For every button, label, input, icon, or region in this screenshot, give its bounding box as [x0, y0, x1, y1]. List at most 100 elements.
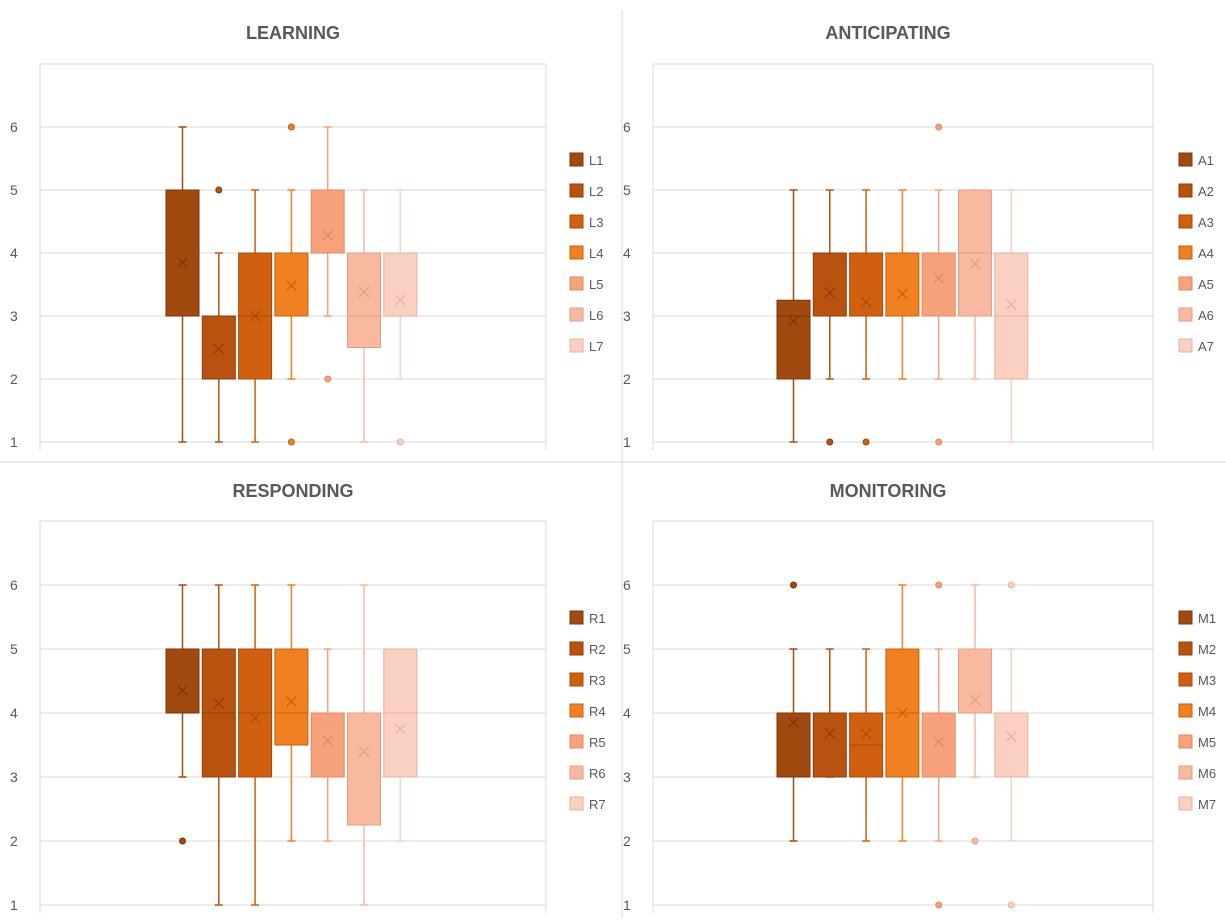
- legend-swatch: [569, 338, 584, 353]
- legend-label: A4: [1198, 246, 1214, 261]
- box-iqr: [310, 712, 345, 778]
- outlier-point: [287, 438, 295, 446]
- panel-learning: LEARNING 1 2 3 4 5 6 L1 L2 L3 L4 L5 L6 L7: [10, 23, 603, 450]
- box-M4: [885, 584, 920, 842]
- box-iqr: [812, 712, 847, 778]
- outlier-point: [1007, 901, 1015, 909]
- panel-monitoring: MONITORING 1 2 3 4 5 6 M1 M2 M3 M4 M5 M6 M7: [623, 481, 1216, 913]
- legend-swatch: [569, 734, 584, 749]
- legend-swatch: [1178, 672, 1193, 687]
- legend-swatch: [569, 152, 584, 167]
- box-A3: [849, 189, 884, 446]
- box-iqr: [849, 252, 884, 317]
- box-R1: [165, 584, 200, 845]
- legend-swatch: [1178, 610, 1193, 625]
- legend-swatch: [569, 307, 584, 322]
- legend-swatch: [569, 765, 584, 780]
- box-L7: [383, 189, 418, 446]
- y-tick-label: 3: [623, 769, 631, 785]
- y-tick-label: 6: [10, 577, 18, 593]
- legend-label: M7: [1198, 797, 1216, 812]
- legend-label: R4: [589, 704, 606, 719]
- box-iqr: [885, 252, 920, 317]
- y-tick-label: 1: [10, 434, 18, 450]
- box-M2: [812, 648, 847, 778]
- box-iqr: [383, 252, 418, 317]
- box-iqr: [921, 252, 956, 317]
- legend-label: A6: [1198, 308, 1214, 323]
- box-M6: [958, 584, 992, 845]
- y-tick-label: 4: [623, 245, 631, 261]
- box-iqr: [201, 315, 236, 380]
- mean-marker: [933, 272, 945, 284]
- outlier-point: [179, 837, 186, 845]
- y-tick-label: 6: [623, 119, 631, 135]
- mean-marker: [177, 685, 188, 697]
- legend-label: A5: [1198, 277, 1214, 292]
- y-tick-label: 2: [10, 371, 18, 387]
- legend-swatch: [1178, 734, 1193, 749]
- mean-marker: [933, 736, 945, 748]
- y-tick-label: 1: [623, 434, 631, 450]
- box-A2: [812, 189, 847, 446]
- mean-marker: [358, 286, 370, 298]
- box-L3: [238, 189, 273, 443]
- mean-marker: [824, 287, 836, 299]
- legend-label: R3: [589, 673, 606, 688]
- box-L1: [165, 126, 200, 443]
- legend-label: M2: [1198, 642, 1216, 657]
- legend-label: A1: [1198, 153, 1214, 168]
- legend-label: R1: [589, 611, 606, 626]
- outlier-point: [215, 186, 223, 194]
- box-iqr: [994, 712, 1029, 778]
- mean-marker: [969, 258, 981, 270]
- box-iqr: [347, 252, 381, 348]
- box-L4: [274, 123, 309, 446]
- box-R5: [310, 648, 345, 842]
- legend-swatch: [569, 214, 584, 229]
- legend: M1 M2 M3 M4 M5 M6 M7: [1178, 610, 1216, 812]
- box-A5: [921, 123, 956, 446]
- outlier-point: [935, 901, 943, 909]
- box-iqr: [812, 252, 847, 317]
- mean-marker: [969, 694, 981, 706]
- legend-swatch: [569, 796, 584, 811]
- mean-marker: [249, 310, 261, 322]
- mean-marker: [358, 745, 370, 757]
- chart-title: MONITORING: [830, 481, 947, 501]
- box-A1: [776, 189, 811, 443]
- mean-marker: [285, 280, 297, 292]
- chart-title: ANTICIPATING: [825, 23, 950, 43]
- legend-label: L7: [589, 339, 603, 354]
- mean-marker: [322, 735, 334, 746]
- y-tick-label: 6: [10, 119, 18, 135]
- outlier-point: [790, 581, 797, 589]
- y-tick-label: 5: [10, 641, 18, 657]
- legend-label: M6: [1198, 766, 1216, 781]
- y-tick-label: 1: [623, 897, 631, 913]
- legend-swatch: [1178, 214, 1193, 229]
- mean-marker: [896, 288, 908, 300]
- legend-swatch: [569, 276, 584, 291]
- y-tick-label: 3: [10, 769, 18, 785]
- box-iqr: [310, 189, 345, 254]
- y-tick-label: 5: [623, 182, 631, 198]
- box-R6: [347, 584, 381, 906]
- box-iqr: [165, 189, 200, 317]
- mean-marker: [896, 707, 908, 719]
- mean-marker: [860, 728, 872, 740]
- y-tick-label: 2: [10, 833, 18, 849]
- legend-label: M5: [1198, 735, 1216, 750]
- legend-label: L2: [589, 184, 603, 199]
- legend-swatch: [569, 641, 584, 656]
- mean-marker: [788, 315, 799, 327]
- legend-label: A2: [1198, 184, 1214, 199]
- mean-marker: [177, 257, 188, 268]
- box-iqr: [274, 252, 309, 317]
- mean-marker: [285, 696, 297, 707]
- y-tick-label: 4: [623, 705, 631, 721]
- outlier-point: [1007, 581, 1015, 589]
- box-A4: [885, 189, 920, 380]
- y-tick-label: 5: [10, 182, 18, 198]
